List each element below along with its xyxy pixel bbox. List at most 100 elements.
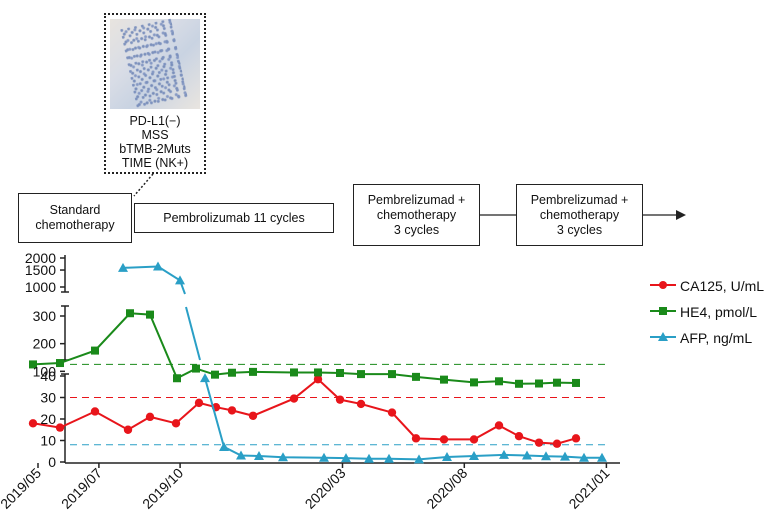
he4-point xyxy=(249,367,257,376)
ca125-point xyxy=(171,419,181,428)
timeline-box-combo-2: Pembrelizumad + chemotherapy 3 cycles xyxy=(516,184,643,246)
ca125-point xyxy=(227,406,237,415)
box-line: Pembrelizumad + xyxy=(530,192,629,207)
afp-point xyxy=(153,261,163,271)
ca125-point xyxy=(289,394,299,403)
y-tick-label: 100 xyxy=(33,363,57,379)
timeline-box-standard-chemo: Standard chemotherapy xyxy=(18,193,132,243)
box-line: Standard xyxy=(49,203,101,217)
y-tick-label: 200 xyxy=(33,336,57,352)
x-tick-label: 2021/01 xyxy=(565,465,612,512)
afp-point xyxy=(236,450,246,460)
ca125-point xyxy=(387,408,397,417)
afp-break-line xyxy=(185,306,201,361)
box-line: chemotherapy xyxy=(539,207,620,222)
box-line: Pembrelizumad + xyxy=(367,192,466,207)
he4-point xyxy=(495,377,503,386)
ca125-point xyxy=(145,412,155,422)
afp-point xyxy=(219,441,229,451)
y-tick-label: 10 xyxy=(40,433,56,449)
legend-label: CA125, U/mL xyxy=(680,278,765,294)
he4-point xyxy=(357,370,365,379)
he4-point xyxy=(314,368,322,377)
biomarker-text: PD-L1(−) MSS bTMB-2Muts TIME (NK+) xyxy=(106,114,204,170)
y-tick-label: 300 xyxy=(33,308,57,324)
afp-point xyxy=(384,453,394,463)
y-tick-label: 2000 xyxy=(25,250,56,266)
biomarker-line: bTMB-2Muts xyxy=(119,142,191,156)
afp-point xyxy=(442,452,452,462)
y-tick-label: 0 xyxy=(48,454,56,470)
afp-point xyxy=(175,275,185,285)
afp-point xyxy=(541,451,551,461)
he4-point xyxy=(192,364,200,373)
timeline-box-combo-1: Pembrelizumad + chemotherapy 3 cycles xyxy=(353,184,480,246)
ca125-point xyxy=(469,435,479,444)
he4-point xyxy=(572,378,580,387)
he4-point xyxy=(126,309,134,318)
afp-point xyxy=(579,452,589,462)
ca125-point xyxy=(194,398,204,408)
ca125-point xyxy=(335,395,345,404)
histology-image xyxy=(110,19,200,109)
afp-point xyxy=(364,453,374,463)
ca125-point xyxy=(411,434,421,443)
he4-point xyxy=(56,359,64,368)
ca125-point xyxy=(248,411,258,420)
he4-point xyxy=(146,310,154,319)
he4-point xyxy=(228,368,236,377)
ca125-point xyxy=(514,432,524,441)
ca125-line xyxy=(32,377,577,445)
afp-point xyxy=(560,451,570,461)
afp-point xyxy=(597,452,607,462)
afp-point xyxy=(499,449,509,459)
ca125-point xyxy=(55,423,65,432)
ca125-point xyxy=(313,375,323,384)
he4-point xyxy=(29,360,37,369)
y-tick-label: 1500 xyxy=(25,262,56,278)
ca125-point xyxy=(28,419,38,428)
biomarker-inset: PD-L1(−) MSS bTMB-2Muts TIME (NK+) xyxy=(104,13,206,174)
ca125-point xyxy=(90,407,100,416)
box-line: Pembrolizumab 11 cycles xyxy=(163,210,305,225)
y-tick-label: 40 xyxy=(40,368,56,384)
box-line: chemotherapy xyxy=(35,218,115,232)
ca125-point xyxy=(494,421,504,430)
timeline-box-pembrolizumab: Pembrolizumab 11 cycles xyxy=(134,203,334,233)
x-tick-label: 2019/10 xyxy=(139,465,186,512)
y-tick-label: 30 xyxy=(40,390,56,406)
afp-point xyxy=(341,453,351,463)
he4-point xyxy=(440,375,448,384)
ca125-point xyxy=(534,438,544,447)
afp-point xyxy=(278,452,288,462)
legend-label: HE4, pmol/L xyxy=(680,304,758,320)
he4-point xyxy=(173,374,181,383)
x-tick-label: 2019/07 xyxy=(58,465,105,512)
he4-point xyxy=(211,370,219,379)
ca125-point xyxy=(571,434,581,443)
afp-point xyxy=(469,450,479,460)
afp-point xyxy=(200,373,210,383)
y-tick-label: 1000 xyxy=(25,279,56,295)
afp-line-low xyxy=(204,377,602,461)
x-tick-label: 2020/03 xyxy=(302,465,349,512)
he4-point xyxy=(412,372,420,381)
timeline-arrow-head xyxy=(676,210,686,220)
biomarker-pointer xyxy=(133,173,154,197)
he4-point xyxy=(535,379,543,388)
x-tick-label: 2020/08 xyxy=(423,465,470,512)
he4-point xyxy=(91,346,99,355)
x-tick-label: 2019/05 xyxy=(0,465,44,512)
afp-point xyxy=(118,262,128,272)
he4-point xyxy=(470,378,478,387)
afp-line-high xyxy=(122,265,186,295)
biomarker-line: TIME (NK+) xyxy=(121,156,189,170)
afp-point xyxy=(254,450,264,460)
box-line: 3 cycles xyxy=(393,222,440,237)
box-line: chemotherapy xyxy=(376,207,457,222)
afp-point xyxy=(414,454,424,464)
ca125-point xyxy=(439,435,449,444)
ca125-point xyxy=(123,425,133,434)
y-tick-label: 20 xyxy=(40,411,56,427)
